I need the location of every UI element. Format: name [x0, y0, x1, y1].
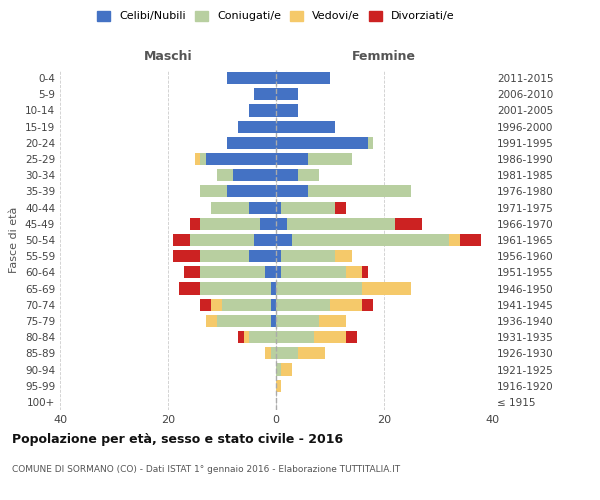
Bar — [206, 315, 217, 327]
Bar — [179, 282, 200, 294]
Bar — [335, 202, 346, 213]
Bar — [281, 250, 335, 262]
Bar — [346, 331, 357, 343]
Bar — [281, 202, 335, 213]
Text: Femmine: Femmine — [352, 50, 416, 63]
Bar — [276, 234, 292, 246]
Bar — [276, 364, 281, 376]
Bar — [200, 250, 249, 262]
Bar — [449, 234, 460, 246]
Bar — [249, 104, 276, 117]
Bar — [200, 218, 260, 230]
Bar — [217, 315, 271, 327]
Bar — [314, 331, 346, 343]
Bar — [276, 137, 368, 149]
Bar — [238, 331, 244, 343]
Bar — [260, 218, 276, 230]
Bar — [249, 202, 276, 213]
Bar — [200, 282, 271, 294]
Bar — [206, 153, 276, 165]
Bar — [298, 169, 319, 181]
Bar — [460, 234, 481, 246]
Bar — [200, 186, 227, 198]
Bar — [276, 120, 335, 132]
Bar — [276, 153, 308, 165]
Bar — [211, 298, 222, 311]
Bar — [271, 282, 276, 294]
Bar — [233, 169, 276, 181]
Bar — [173, 234, 190, 246]
Bar — [265, 266, 276, 278]
Bar — [276, 315, 319, 327]
Bar — [292, 234, 449, 246]
Bar — [265, 348, 271, 360]
Bar — [244, 331, 249, 343]
Bar — [362, 266, 368, 278]
Bar — [330, 298, 362, 311]
Bar — [238, 120, 276, 132]
Bar — [190, 218, 200, 230]
Bar — [276, 348, 298, 360]
Bar — [276, 250, 281, 262]
Bar — [368, 137, 373, 149]
Bar — [271, 315, 276, 327]
Bar — [276, 104, 298, 117]
Bar — [200, 266, 265, 278]
Bar — [276, 72, 330, 84]
Text: Maschi: Maschi — [143, 50, 193, 63]
Bar — [319, 315, 346, 327]
Bar — [254, 88, 276, 101]
Bar — [249, 331, 276, 343]
Bar — [298, 348, 325, 360]
Bar — [190, 234, 254, 246]
Bar — [276, 298, 330, 311]
Bar — [173, 250, 200, 262]
Text: COMUNE DI SORMANO (CO) - Dati ISTAT 1° gennaio 2016 - Elaborazione TUTTITALIA.IT: COMUNE DI SORMANO (CO) - Dati ISTAT 1° g… — [12, 466, 400, 474]
Bar — [276, 331, 314, 343]
Text: Popolazione per età, sesso e stato civile - 2016: Popolazione per età, sesso e stato civil… — [12, 432, 343, 446]
Bar — [276, 266, 281, 278]
Bar — [335, 250, 352, 262]
Legend: Celibi/Nubili, Coniugati/e, Vedovi/e, Divorziati/e: Celibi/Nubili, Coniugati/e, Vedovi/e, Di… — [97, 10, 455, 22]
Bar — [184, 266, 200, 278]
Bar — [308, 153, 352, 165]
Bar — [362, 298, 373, 311]
Bar — [276, 88, 298, 101]
Bar — [276, 218, 287, 230]
Bar — [271, 298, 276, 311]
Bar — [249, 250, 276, 262]
Bar — [227, 72, 276, 84]
Bar — [227, 186, 276, 198]
Bar — [276, 186, 308, 198]
Bar — [308, 186, 411, 198]
Bar — [211, 202, 249, 213]
Bar — [271, 348, 276, 360]
Bar — [346, 266, 362, 278]
Bar — [362, 282, 411, 294]
Bar — [276, 169, 298, 181]
Bar — [254, 234, 276, 246]
Bar — [287, 218, 395, 230]
Bar — [227, 137, 276, 149]
Bar — [195, 153, 200, 165]
Bar — [276, 380, 281, 392]
Bar — [395, 218, 422, 230]
Y-axis label: Fasce di età: Fasce di età — [10, 207, 19, 273]
Bar — [281, 266, 346, 278]
Bar — [222, 298, 271, 311]
Bar — [217, 169, 233, 181]
Bar — [281, 364, 292, 376]
Bar — [276, 282, 362, 294]
Bar — [200, 298, 211, 311]
Bar — [276, 202, 281, 213]
Bar — [200, 153, 206, 165]
